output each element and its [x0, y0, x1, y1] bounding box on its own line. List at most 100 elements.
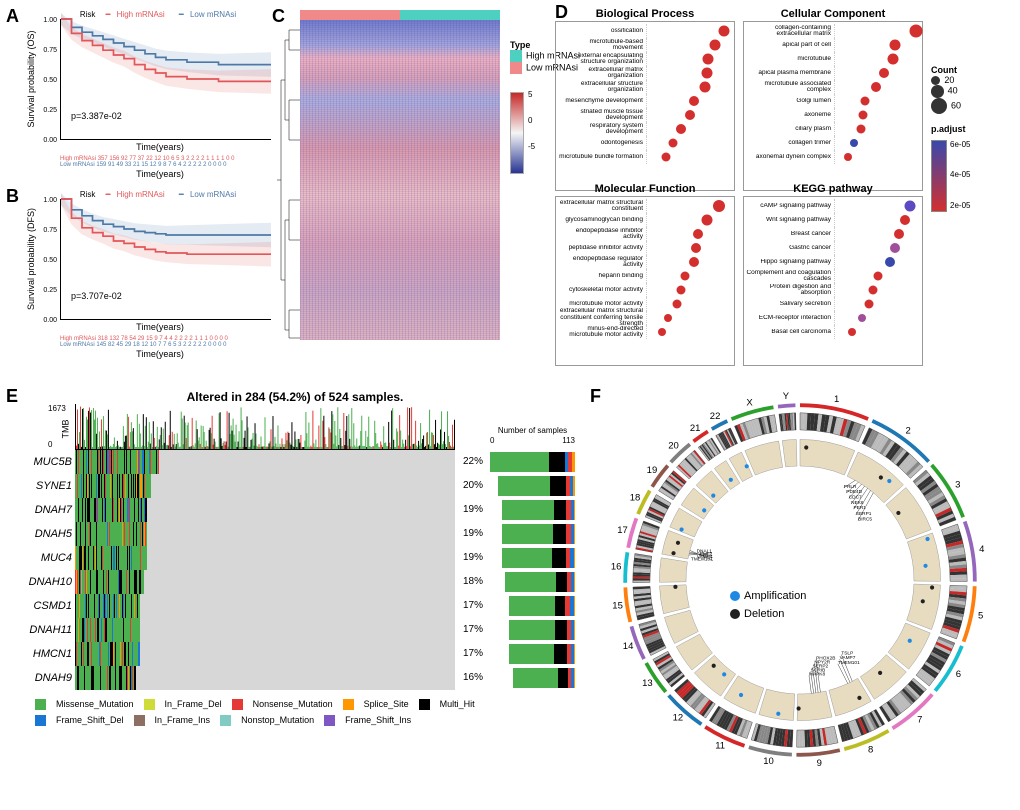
dot-row: Basal cell carcinoma — [746, 325, 920, 339]
svg-text:19: 19 — [647, 465, 658, 476]
count-legend: 204060 — [931, 75, 970, 114]
dot-row: axonemal dynein complex — [746, 150, 920, 164]
svg-text:PRLR: PRLR — [844, 484, 857, 490]
nsamp-title: Number of samples — [490, 426, 575, 435]
risk-label: Risk — [80, 10, 96, 19]
km-legend: Risk ━ High mRNAsi ━ Low mRNAsi — [60, 190, 260, 199]
panel-C — [275, 10, 505, 340]
svg-text:7: 7 — [917, 715, 922, 726]
svg-text:8: 8 — [868, 745, 873, 756]
dot-row: glycosaminoglycan binding — [558, 213, 732, 227]
ylab: Survival probability (DFS) — [26, 208, 36, 310]
svg-text:BIRC5: BIRC5 — [858, 516, 872, 522]
risk-table: High mRNAsi 357 156 92 77 37 22 12 10 6 … — [60, 156, 260, 179]
dot-row: ciliary plasm — [746, 122, 920, 136]
dot-row: Golgi lumen — [746, 94, 920, 108]
enrich-title: Cellular Component — [744, 8, 922, 20]
dot-row: endopeptidase inhibitor activity — [558, 227, 732, 241]
svg-text:0.75: 0.75 — [43, 47, 57, 54]
dot-row: mesenchyme development — [558, 94, 732, 108]
panel-B-label: B — [6, 186, 19, 207]
svg-text:12: 12 — [673, 713, 684, 724]
waterfall-body: MUC5B22%SYNE120%DNAH719%DNAH519%MUC419%D… — [75, 450, 455, 690]
dot-row: Gastric cancer — [746, 241, 920, 255]
dot-row: Protein digestion and absorption — [746, 283, 920, 297]
ylab: Survival probability (OS) — [26, 30, 36, 127]
enrich-title: KEGG pathway — [744, 183, 922, 195]
tmb-bars — [76, 404, 455, 449]
dot-row: ECM-receptor interaction — [746, 311, 920, 325]
svg-text:11: 11 — [715, 741, 725, 752]
dot-row: axoneme — [746, 108, 920, 122]
mutation-legend: Missense_MutationIn_Frame_DelNonsense_Mu… — [35, 696, 575, 728]
risk-table: High mRNAsi 318 132 78 54 29 15 9 7 4 4 … — [60, 336, 260, 359]
svg-text:1: 1 — [834, 394, 839, 405]
heatmap-annot-bar — [300, 10, 500, 20]
dot-row: Salivary secretion — [746, 297, 920, 311]
svg-text:21: 21 — [690, 423, 701, 434]
svg-text:3: 3 — [955, 479, 960, 490]
dot-row: microtubule — [746, 52, 920, 66]
km-plot-dfs: Survival probability (DFS) 0.000.250.500… — [60, 199, 271, 320]
svg-text:10: 10 — [763, 756, 774, 767]
circos-plot: 12PRLRPDE4DCDC7NEK6PER1SERP1BIRC5345678T… — [610, 390, 990, 770]
waterfall-row: MUC5B22% — [75, 450, 455, 474]
svg-text:22: 22 — [710, 411, 721, 422]
svg-text:TMEM101: TMEM101 — [691, 556, 713, 562]
svg-text:0.50: 0.50 — [43, 257, 57, 264]
count-title: Count — [931, 65, 970, 75]
dot-row: endopeptidase regulator activity — [558, 255, 732, 269]
colorbar-icon — [510, 92, 524, 174]
enrich-title: Molecular Function — [556, 183, 734, 195]
dot-row: apical plasma membrane — [746, 66, 920, 80]
del-dot-icon — [730, 609, 740, 619]
dot-row: extracellular matrix structural constitu… — [558, 199, 732, 213]
dot-row: microtubule associated complex — [746, 80, 920, 94]
waterfall-row: HMCN117% — [75, 642, 455, 666]
waterfall-row: SYNE120% — [75, 474, 455, 498]
dot-row: microtubule-based movement — [558, 38, 732, 52]
km-legend: Risk ━ High mRNAsi ━ Low mRNAsi — [60, 10, 260, 19]
svg-text:15: 15 — [612, 601, 623, 612]
dot-row: external encapsulating structure organiz… — [558, 52, 732, 66]
xlab2: Time(years) — [60, 350, 260, 359]
svg-text:SERP1: SERP1 — [856, 511, 872, 517]
tmb-max: 1673 — [48, 404, 66, 413]
waterfall-row: DNAH1018% — [75, 570, 455, 594]
svg-text:0.25: 0.25 — [43, 287, 57, 294]
dot-row: heparin binding — [558, 269, 732, 283]
svg-text:2: 2 — [905, 425, 910, 436]
svg-text:0.25: 0.25 — [43, 107, 57, 114]
circos-legend: Amplification Deletion — [730, 590, 806, 620]
dot-row: Wnt signaling pathway — [746, 213, 920, 227]
dot-row: microtubule bundle formation — [558, 150, 732, 164]
dot-row: Breast cancer — [746, 227, 920, 241]
dot-row: minus-end-directed microtubule motor act… — [558, 325, 732, 339]
padj-colorbar-icon — [931, 140, 947, 212]
dot-row: extracellular matrix structural constitu… — [558, 311, 732, 325]
panel-F: 12PRLRPDE4DCDC7NEK6PER1SERP1BIRC5345678T… — [600, 390, 1000, 773]
legend-low: ━ Low mRNAsi — [179, 190, 240, 199]
panel-A-label: A — [6, 6, 19, 27]
waterfall-row: CSMD117% — [75, 594, 455, 618]
panel-D: Biological Processossificationmicrotubul… — [555, 5, 1015, 366]
dot-row: ossification — [558, 24, 732, 38]
svg-text:0.50: 0.50 — [43, 77, 57, 84]
dot-row: Hippo signaling pathway — [746, 255, 920, 269]
svg-text:16: 16 — [611, 561, 622, 572]
dot-row: collagen-containing extracellular matrix — [746, 24, 920, 38]
xlab2: Time(years) — [60, 170, 260, 179]
km-plot-os: Survival probability (OS) 0.000.250.500.… — [60, 19, 271, 140]
legend-high: ━ High mRNAsi — [106, 190, 169, 199]
legend-low: ━ Low mRNAsi — [179, 10, 240, 19]
svg-text:0.75: 0.75 — [43, 227, 57, 234]
dot-row: extracellular structure organization — [558, 80, 732, 94]
svg-text:5: 5 — [978, 611, 983, 622]
xlab: Time(years) — [60, 142, 260, 152]
svg-text:17: 17 — [617, 525, 628, 536]
dot-row: collagen trimer — [746, 136, 920, 150]
dendrogram-icon — [275, 20, 300, 340]
svg-text:X: X — [746, 397, 753, 408]
svg-text:13: 13 — [642, 678, 653, 689]
dot-row: cAMP signaling pathway — [746, 199, 920, 213]
